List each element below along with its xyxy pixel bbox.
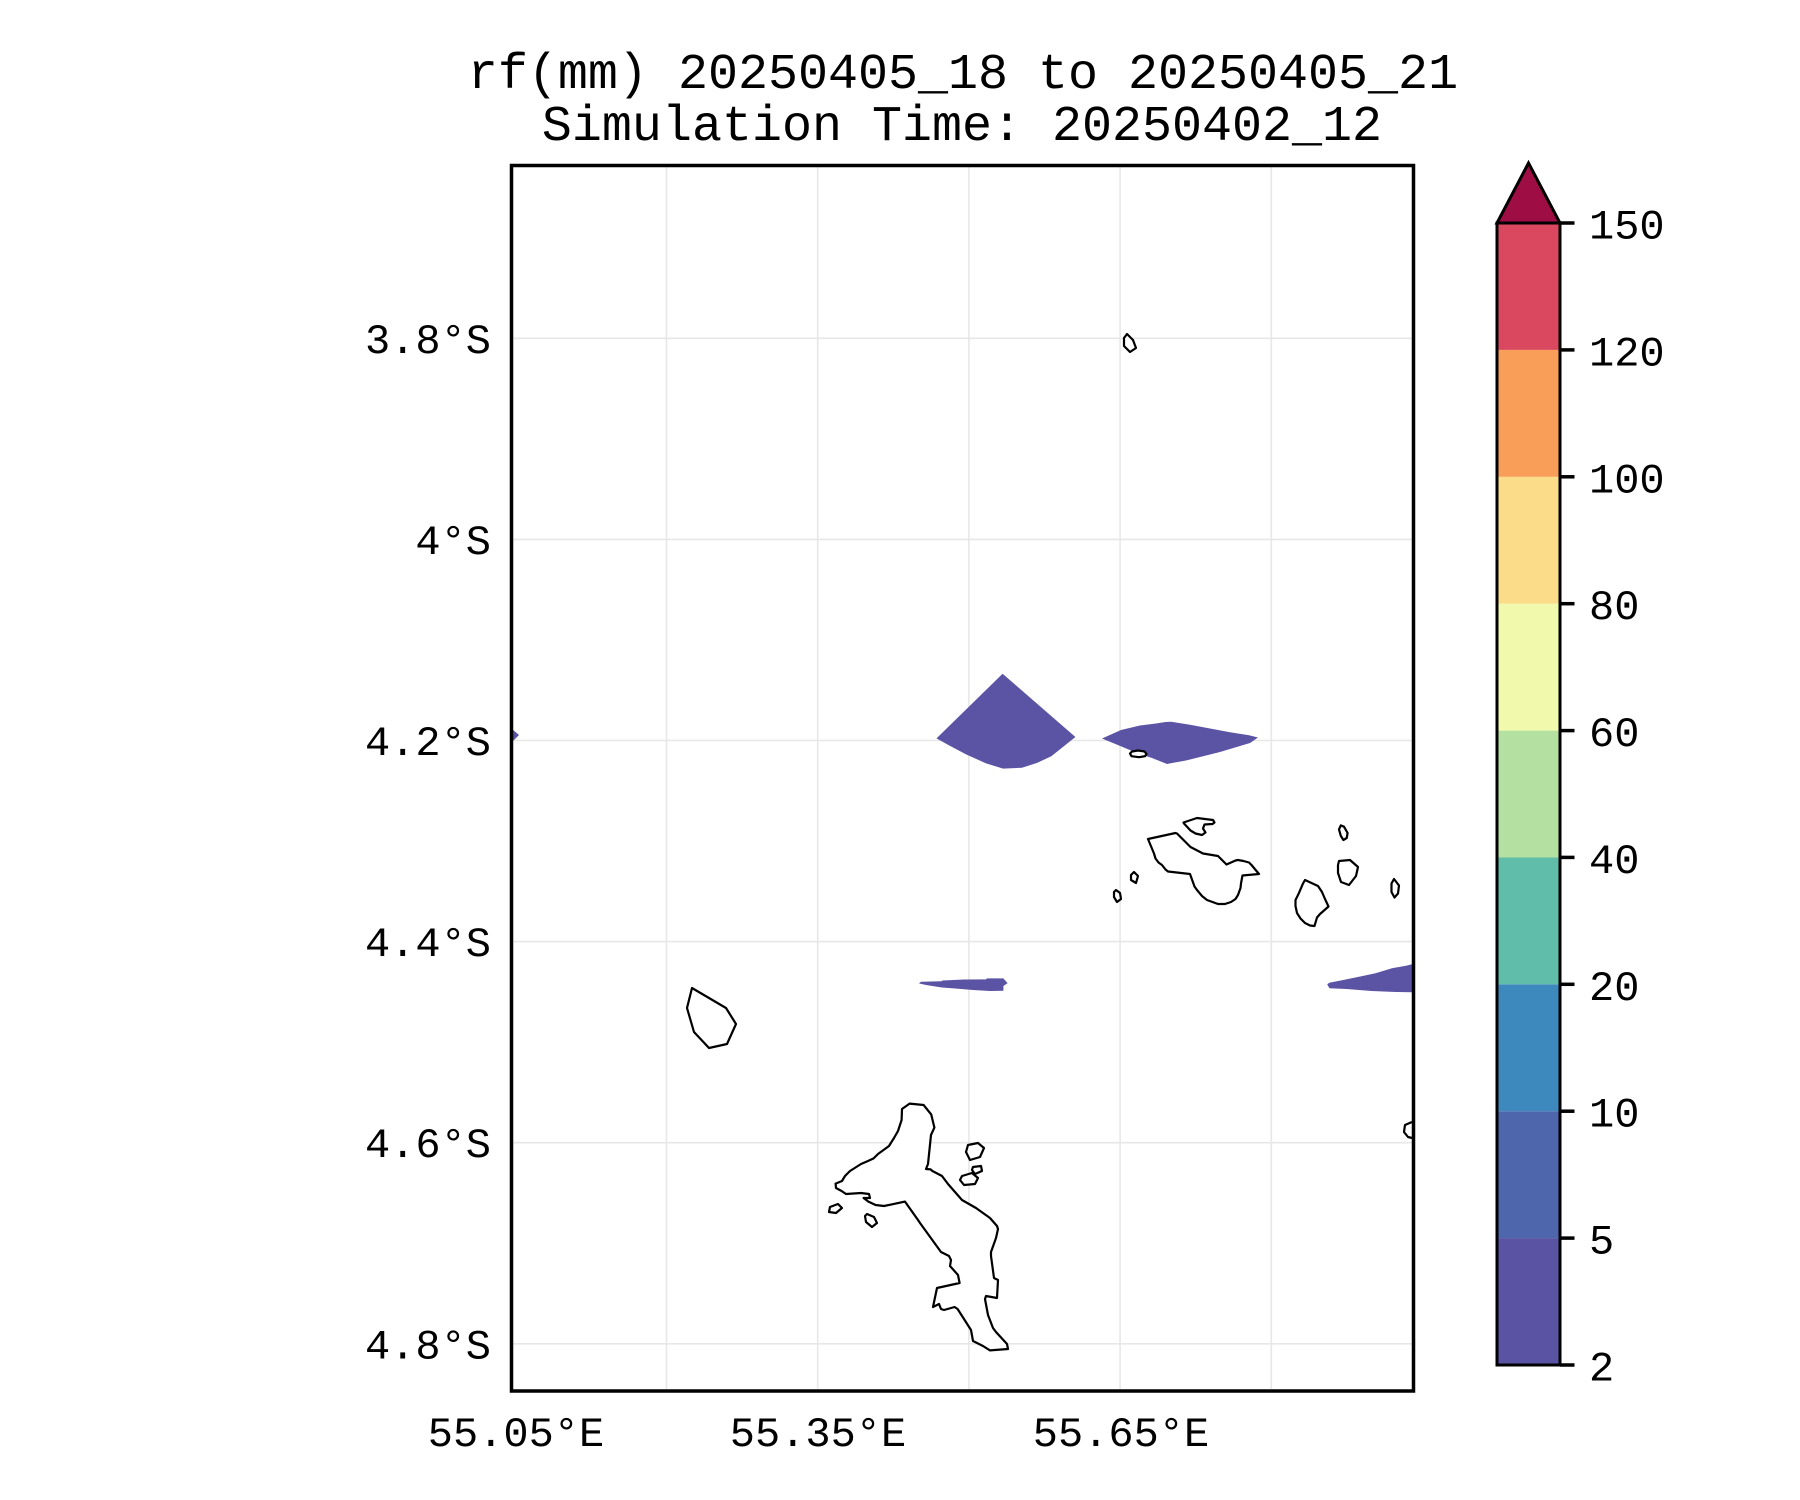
svg-text:2: 2 [1589, 1346, 1614, 1394]
svg-text:Simulation Time: 20250402_12: Simulation Time: 20250402_12 [542, 99, 1382, 156]
svg-text:150: 150 [1589, 204, 1665, 252]
svg-text:120: 120 [1589, 330, 1665, 378]
svg-text:4.8°S: 4.8°S [365, 1323, 491, 1371]
svg-text:55.65°E: 55.65°E [1033, 1411, 1209, 1459]
svg-text:4.6°S: 4.6°S [365, 1122, 491, 1170]
svg-text:5: 5 [1589, 1219, 1614, 1267]
svg-text:60: 60 [1589, 711, 1639, 759]
svg-text:10: 10 [1589, 1092, 1639, 1140]
svg-text:4.4°S: 4.4°S [365, 921, 491, 969]
svg-text:4°S: 4°S [415, 519, 491, 567]
svg-text:55.05°E: 55.05°E [428, 1411, 604, 1459]
svg-text:100: 100 [1589, 457, 1665, 505]
svg-text:20: 20 [1589, 965, 1639, 1013]
svg-text:80: 80 [1589, 584, 1639, 632]
svg-text:4.2°S: 4.2°S [365, 720, 491, 768]
svg-text:3.8°S: 3.8°S [365, 318, 491, 366]
svg-text:rf(mm) 20250405_18 to 20250405: rf(mm) 20250405_18 to 20250405_21 [468, 47, 1458, 104]
svg-text:55.35°E: 55.35°E [730, 1411, 906, 1459]
svg-text:40: 40 [1589, 838, 1639, 886]
